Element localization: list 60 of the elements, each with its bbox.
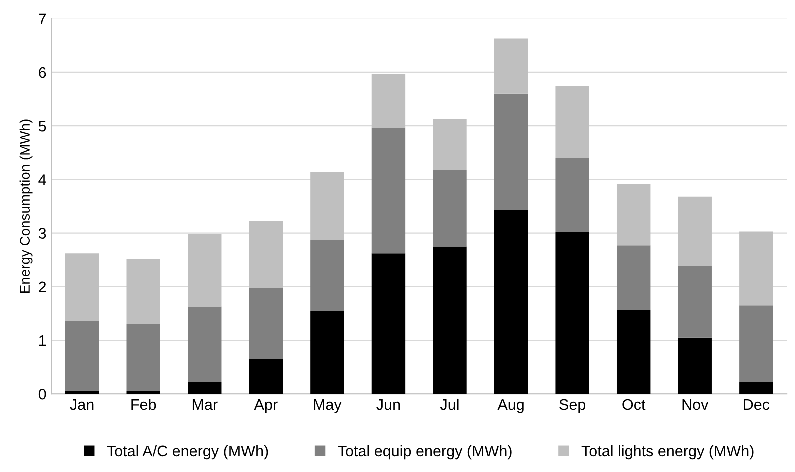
bar [126,391,160,394]
x-tick-label: Jun [376,400,400,410]
bar [372,254,406,394]
x-tick-label: Dec [744,400,770,410]
bar [249,222,284,289]
bar [188,306,222,382]
y-tick-label: 3 [38,228,46,239]
bar [616,246,651,310]
bar [494,210,528,394]
bar [65,254,100,322]
x-tick-label: Feb [132,398,156,410]
bar [249,359,284,394]
bar [740,306,774,382]
bar [310,172,344,240]
bar [310,240,344,312]
bar [126,259,160,324]
bar [433,170,467,247]
bar [433,246,467,394]
bar [433,119,467,170]
bar [126,324,160,392]
legend-label: Total equip energy (MWh) [338,445,512,460]
x-tick-label: Jan [70,400,94,410]
bar [372,74,406,128]
bar [678,266,712,338]
x-tick-label: Oct [622,399,646,410]
bar [616,184,651,246]
y-tick-label: 0 [38,388,46,400]
bar [678,196,712,267]
bar [556,232,590,394]
x-tick-label: Sep [560,399,586,414]
y-tick-label: 2 [39,282,46,292]
bar [188,234,222,307]
legend-label: Total A/C energy (MWh) [107,445,268,460]
bar [249,288,284,360]
bar [188,382,222,394]
y-tick-label: 1 [39,336,46,346]
x-tick-label: Apr [254,400,278,414]
bar [556,86,590,158]
x-tick-label: Mar [192,400,218,410]
bar [740,382,774,394]
x-tick-label: May [314,400,342,414]
bar [678,338,712,394]
bar [740,232,774,306]
bar [65,391,100,394]
y-tick-label: 4 [38,174,46,186]
x-tick-label: Aug [498,400,524,414]
bar [310,311,344,394]
y-tick-label: 5 [38,121,46,132]
y-tick-label: 7 [39,14,46,24]
y-tick-label: 6 [39,67,46,78]
bar [494,38,528,94]
legend-label: Total lights energy (MWh) [582,445,754,460]
x-tick-label: Nov [682,400,709,410]
y-axis-title: Energy Consumption (MWh) [20,120,33,293]
bar [372,128,406,254]
bar [65,321,100,392]
bar [556,158,590,232]
bar [494,94,528,210]
x-tick-label: Jul [440,398,459,410]
bar [616,310,651,394]
